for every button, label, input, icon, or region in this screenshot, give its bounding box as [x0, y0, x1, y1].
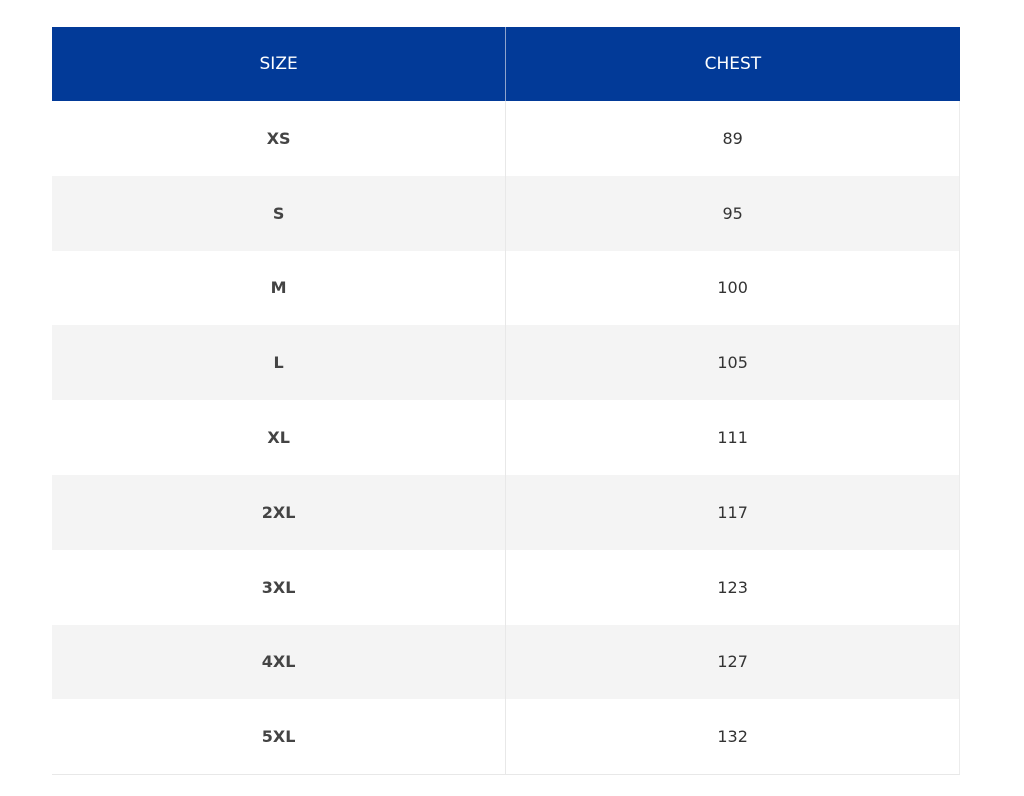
size-cell: 4XL: [52, 624, 507, 700]
chest-cell: 95: [505, 175, 960, 251]
header-cell: CHEST: [505, 27, 960, 101]
size-cell: XS: [52, 101, 507, 176]
table-body: XS 89 S 95 M 100 L 105 XL 111 2XL 117 3XL 123 4XL 127 5X…: [52, 101, 960, 776]
table-row: S 95: [52, 175, 960, 251]
chest-cell: 89: [505, 101, 960, 176]
table-row: 5XL 132: [52, 699, 960, 776]
size-cell: L: [52, 325, 507, 401]
size-cell: S: [52, 175, 507, 251]
table-row: 4XL 127: [52, 624, 960, 700]
size-cell: M: [52, 250, 507, 326]
header-cell: SIZE: [52, 27, 507, 101]
size-table: SIZE CHEST XS 89 S 95 M 100 L 105 XL 111 2XL 117 3XL 1…: [52, 27, 960, 776]
size-cell: XL: [52, 400, 507, 475]
size-cell: 2XL: [52, 474, 507, 550]
chest-cell: 127: [505, 624, 960, 700]
chest-cell: 100: [505, 250, 960, 326]
table-row: M 100: [52, 250, 960, 326]
chest-cell: 111: [505, 400, 960, 475]
header-row: SIZE CHEST: [52, 27, 960, 101]
chest-cell: 105: [505, 325, 960, 401]
table-row: 2XL 117: [52, 474, 960, 550]
table-row: 3XL 123: [52, 549, 960, 625]
chest-cell: 117: [505, 474, 960, 550]
size-cell: 3XL: [52, 549, 507, 625]
chest-cell: 132: [505, 699, 960, 776]
table-row: XS 89: [52, 101, 960, 176]
size-cell: 5XL: [52, 699, 507, 776]
table-row: XL 111: [52, 400, 960, 475]
chest-cell: 123: [505, 549, 960, 625]
table-row: L 105: [52, 325, 960, 401]
